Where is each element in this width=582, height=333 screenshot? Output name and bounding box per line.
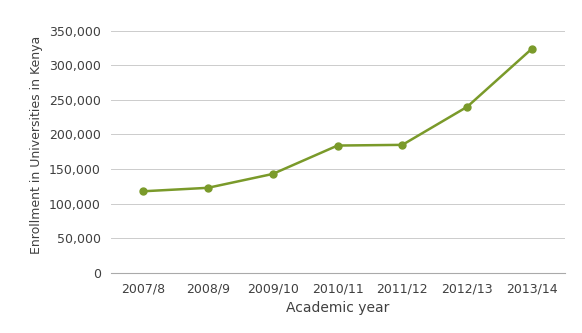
Y-axis label: Enrollment in Universities in Kenya: Enrollment in Universities in Kenya bbox=[30, 36, 44, 254]
X-axis label: Academic year: Academic year bbox=[286, 301, 389, 315]
